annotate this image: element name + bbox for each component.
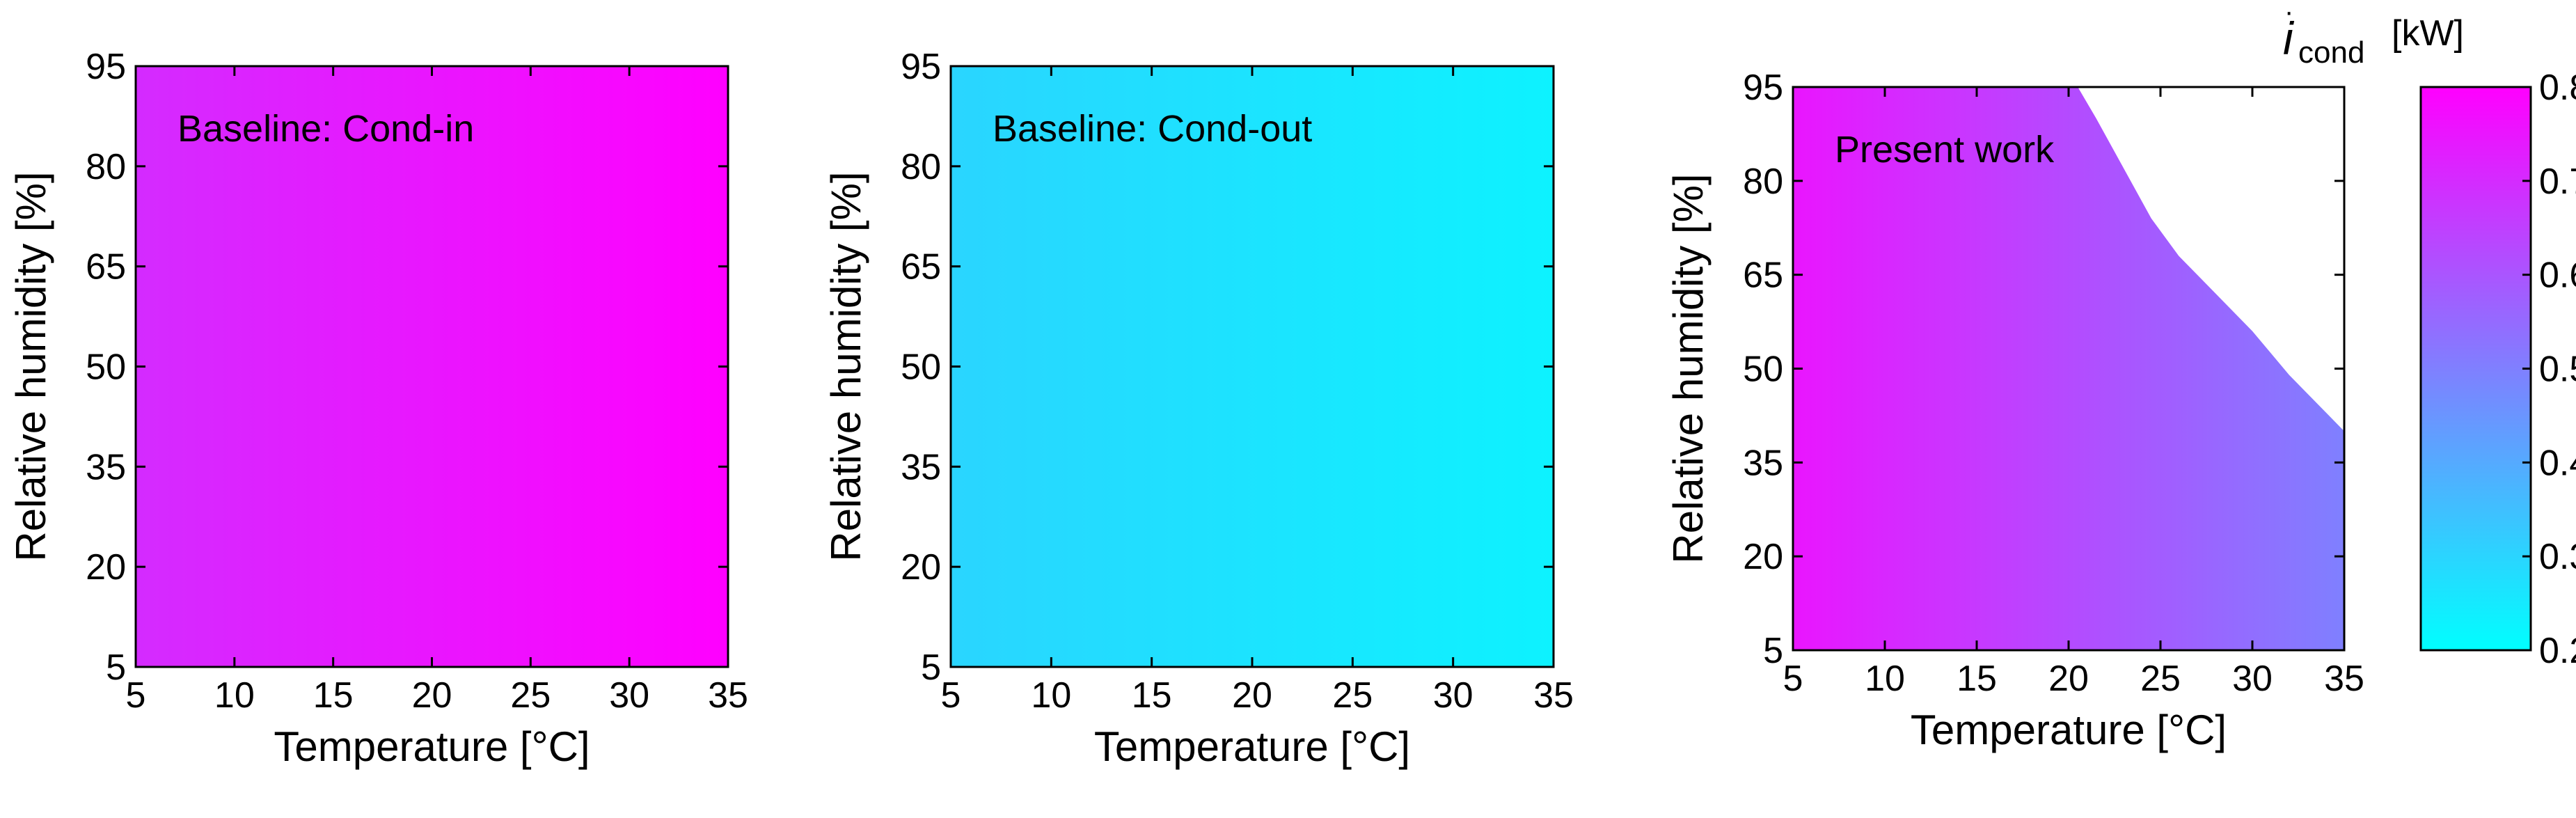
- colorbar-symbol: i: [2283, 13, 2295, 64]
- colorbar-tick-label: 0.8: [2539, 68, 2576, 108]
- y-tick-label: 95: [86, 47, 126, 87]
- y-tick-label: 95: [901, 47, 941, 87]
- heatmap-field: [136, 66, 728, 667]
- x-tick-label: 5: [1783, 659, 1803, 699]
- x-tick-label: 25: [1332, 675, 1373, 716]
- y-tick-label: 50: [1743, 349, 1783, 390]
- colorbar-tick-label: 0.6: [2539, 255, 2576, 296]
- y-tick-label: 65: [1743, 255, 1783, 296]
- x-tick-label: 10: [214, 675, 255, 716]
- y-tick-label: 35: [901, 447, 941, 487]
- colorbar-tick-label: 0.2: [2539, 631, 2576, 671]
- x-axis-label: Temperature [°C]: [1911, 707, 2227, 753]
- panel-annotation: Present work: [1835, 129, 2055, 171]
- x-tick-label: 15: [1132, 675, 1172, 716]
- y-axis-label: Relative humidity [%]: [823, 171, 869, 561]
- x-tick-label: 35: [2324, 659, 2364, 699]
- y-tick-label: 20: [1743, 537, 1783, 577]
- y-tick-label: 50: [901, 347, 941, 388]
- x-tick-label: 10: [1031, 675, 1071, 716]
- x-tick-label: 35: [708, 675, 748, 716]
- x-tick-label: 15: [1957, 659, 1997, 699]
- colorbar-symbol-dot: ·: [2284, 0, 2293, 27]
- x-tick-label: 30: [2232, 659, 2273, 699]
- panel-annotation: Baseline: Cond-in: [177, 108, 474, 150]
- x-axis-label: Temperature [°C]: [274, 723, 590, 770]
- heatmap-field: [951, 66, 1554, 667]
- y-tick-label: 20: [86, 547, 126, 588]
- colorbar-gradient: [2419, 86, 2532, 652]
- x-tick-label: 30: [1433, 675, 1473, 716]
- x-tick-label: 20: [1232, 675, 1272, 716]
- y-axis-label: Relative humidity [%]: [1665, 173, 1712, 563]
- colorbar-tick-label: 0.3: [2539, 537, 2576, 577]
- panel-annotation: Baseline: Cond-out: [993, 108, 1312, 150]
- y-tick-label: 5: [106, 647, 126, 688]
- y-tick-label: 5: [921, 647, 941, 688]
- colorbar-tick-label: 0.5: [2539, 349, 2576, 390]
- colorbar-tick-label: 0.7: [2539, 162, 2576, 202]
- colorbar-unit: [kW]: [2392, 13, 2464, 54]
- y-tick-label: 80: [86, 147, 126, 187]
- x-tick-label: 5: [126, 675, 146, 716]
- y-tick-label: 35: [86, 447, 126, 487]
- x-tick-label: 25: [2140, 659, 2181, 699]
- y-tick-label: 95: [1743, 68, 1783, 108]
- x-tick-label: 25: [510, 675, 551, 716]
- y-tick-label: 65: [86, 247, 126, 288]
- panel-1: 5 10 15 20 25 30 35 5 20 35 50 65 80 95 Temperature [°…: [8, 47, 748, 770]
- y-tick-label: 80: [901, 147, 941, 187]
- x-tick-label: 15: [313, 675, 354, 716]
- panel-2: 5 10 15 20 25 30 35 5 20 35 50 65 80 95 Temperature [°…: [823, 47, 1574, 770]
- panel-3: 5 10 15 20 25 30 35 5 20 35 50 65 80 95 Temperature [°…: [1665, 68, 2364, 753]
- y-tick-label: 50: [86, 347, 126, 388]
- x-tick-label: 20: [2048, 659, 2089, 699]
- x-tick-label: 20: [412, 675, 452, 716]
- y-tick-label: 80: [1743, 162, 1783, 202]
- x-tick-label: 5: [941, 675, 961, 716]
- y-tick-label: 5: [1763, 631, 1783, 671]
- y-tick-label: 65: [901, 247, 941, 288]
- x-axis-label: Temperature [°C]: [1094, 723, 1410, 770]
- y-tick-label: 35: [1743, 443, 1783, 483]
- colorbar: 0.2 0.3 0.4 0.5 0.6 0.7 0.8 i·cond [kW]: [2283, 0, 2576, 671]
- y-axis-label: Relative humidity [%]: [8, 171, 54, 561]
- x-tick-label: 30: [609, 675, 649, 716]
- x-tick-label: 10: [1865, 659, 1905, 699]
- heatmap-feasible-region: [1793, 87, 2344, 650]
- colorbar-tick-label: 0.4: [2539, 443, 2576, 483]
- colorbar-subscript: cond: [2298, 36, 2364, 70]
- y-tick-label: 20: [901, 547, 941, 588]
- x-tick-label: 35: [1533, 675, 1574, 716]
